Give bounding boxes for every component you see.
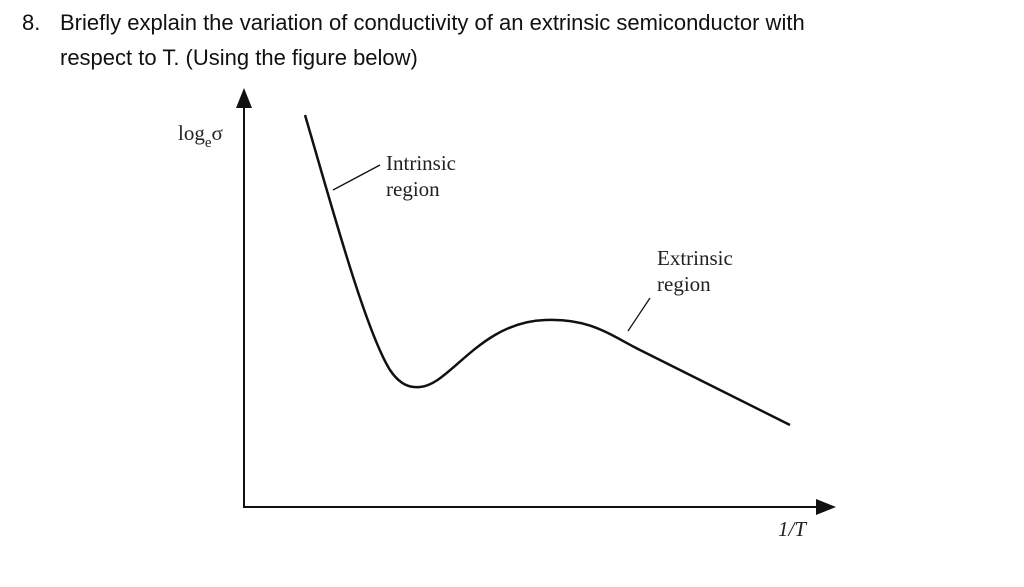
intrinsic-label: Intrinsic <box>386 151 456 175</box>
conductivity-curve <box>303 114 791 427</box>
question-line: Briefly explain the variation of conduct… <box>60 10 805 35</box>
x-axis-label: 1/T <box>778 517 807 541</box>
y-label-base: log <box>178 121 205 145</box>
intrinsic-label: region <box>386 177 440 201</box>
question-number: 8. <box>22 10 41 35</box>
extrinsic-label: region <box>657 272 711 296</box>
y-label-symbol: σ <box>212 121 223 145</box>
y-label-subscript: e <box>205 135 212 151</box>
y-axis-label: logeσ <box>178 121 223 151</box>
leader-line <box>627 297 651 332</box>
extrinsic-label: Extrinsic <box>657 246 733 270</box>
leader-line <box>332 164 381 191</box>
question-line: respect to T. (Using the figure below) <box>60 45 418 70</box>
